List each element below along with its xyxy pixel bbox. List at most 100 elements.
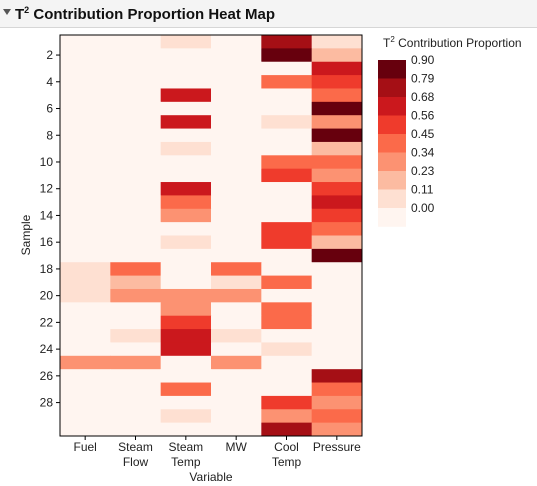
legend-swatch xyxy=(378,115,406,135)
heatmap-cell xyxy=(311,155,363,170)
heatmap-cell xyxy=(110,302,162,317)
heatmap-cell xyxy=(311,422,363,437)
heatmap-cell xyxy=(261,128,313,143)
heatmap-cell xyxy=(211,35,262,49)
heatmap-cell xyxy=(110,101,162,116)
heatmap-cell xyxy=(211,262,262,276)
heatmap-cell xyxy=(311,101,363,116)
heatmap-cell xyxy=(211,235,262,250)
legend-label: 0.11 xyxy=(411,183,434,197)
heatmap-cell xyxy=(311,141,363,156)
heatmap-cell xyxy=(311,329,363,343)
heatmap-cell xyxy=(110,235,162,250)
legend-label: 0.56 xyxy=(411,109,435,123)
heatmap-cell xyxy=(110,168,162,183)
heatmap-cell xyxy=(160,168,212,183)
legend-swatch xyxy=(378,78,406,98)
legend-label: 0.68 xyxy=(411,90,435,104)
heatmap-cell xyxy=(311,262,363,276)
heatmap-cell xyxy=(261,395,313,410)
heatmap-cell xyxy=(160,382,212,397)
heatmap-cell xyxy=(60,342,111,357)
panel-title: T2 Contribution Proportion Heat Map xyxy=(15,5,275,23)
heatmap-cell xyxy=(311,288,363,303)
legend-title-prefix: T xyxy=(383,36,391,50)
heatmap-cell xyxy=(311,235,363,250)
heatmap-cell xyxy=(110,195,162,210)
heatmap-cell xyxy=(160,35,212,49)
heatmap-cell xyxy=(211,115,262,129)
heatmap-cell xyxy=(211,355,262,370)
x-tick-label: Fuel xyxy=(73,440,96,454)
heatmap-cell xyxy=(160,275,212,290)
y-tick-label: 10 xyxy=(40,155,54,169)
heatmap-cell xyxy=(311,315,363,330)
legend-label: 0.23 xyxy=(411,164,435,178)
heatmap-cell xyxy=(211,395,262,410)
heatmap-cell xyxy=(211,422,262,437)
heatmap-cell xyxy=(160,262,212,276)
heatmap-cell xyxy=(311,275,363,290)
y-tick-label: 18 xyxy=(40,262,54,276)
heatmap-cell xyxy=(160,355,212,370)
title-superscript: 2 xyxy=(24,5,30,15)
heatmap-cell xyxy=(160,182,212,196)
y-tick-label: 8 xyxy=(46,128,53,142)
x-tick-label: Cool xyxy=(274,440,299,454)
heatmap-cell xyxy=(60,75,111,89)
x-tick-label: MW xyxy=(226,440,248,454)
heatmap-cell xyxy=(261,48,313,63)
heatmap-cell xyxy=(311,168,363,183)
heatmap-cell xyxy=(110,61,162,76)
heatmap-cell xyxy=(311,222,363,236)
heatmap-cell xyxy=(60,369,111,383)
heatmap-cell xyxy=(261,168,313,183)
heatmap-cell xyxy=(60,141,111,156)
heatmap-cell xyxy=(261,208,313,223)
disclosure-triangle-icon[interactable] xyxy=(3,9,11,15)
heatmap-cell xyxy=(60,329,111,343)
heatmap-cell xyxy=(110,88,162,103)
y-tick-label: 26 xyxy=(40,369,54,383)
heatmap-cell xyxy=(311,48,363,63)
x-tick-label: Temp xyxy=(171,455,201,469)
heatmap-cell xyxy=(261,61,313,76)
heatmap-cell xyxy=(60,275,111,290)
heatmap-cell xyxy=(311,88,363,103)
heatmap-cell xyxy=(60,422,111,437)
heatmap-cell xyxy=(211,275,262,290)
heatmap-cell xyxy=(211,88,262,103)
y-tick-label: 24 xyxy=(40,342,54,356)
heatmap-cell xyxy=(110,128,162,143)
x-tick-label: Flow xyxy=(123,455,149,469)
heatmap-cell xyxy=(60,409,111,424)
heatmap-cell xyxy=(211,208,262,223)
heatmap-cell xyxy=(261,235,313,250)
heatmap-cell xyxy=(110,355,162,370)
heatmap-cell xyxy=(60,262,111,276)
heatmap-cell xyxy=(60,395,111,410)
y-axis-label: Sample xyxy=(19,214,33,255)
y-tick-label: 2 xyxy=(46,48,53,62)
heatmap-cell xyxy=(261,275,313,290)
heatmap-cell xyxy=(160,395,212,410)
heatmap-cell xyxy=(60,168,111,183)
heatmap-cell xyxy=(110,155,162,170)
heatmap-cells xyxy=(60,35,363,437)
heatmap-cell xyxy=(311,342,363,357)
heatmap-cell xyxy=(160,315,212,330)
heatmap-cell xyxy=(211,168,262,183)
heatmap-cell xyxy=(311,182,363,196)
heatmap-cell xyxy=(110,75,162,89)
y-tick-label: 14 xyxy=(40,208,54,222)
heatmap-cell xyxy=(60,302,111,317)
heatmap-cell xyxy=(211,342,262,357)
title-rest: Contribution Proportion Heat Map xyxy=(29,6,275,23)
heatmap-cell xyxy=(110,182,162,196)
heatmap-cell xyxy=(311,248,363,263)
heatmap-cell xyxy=(211,48,262,63)
heatmap-cell xyxy=(311,369,363,383)
heatmap-cell xyxy=(261,155,313,170)
